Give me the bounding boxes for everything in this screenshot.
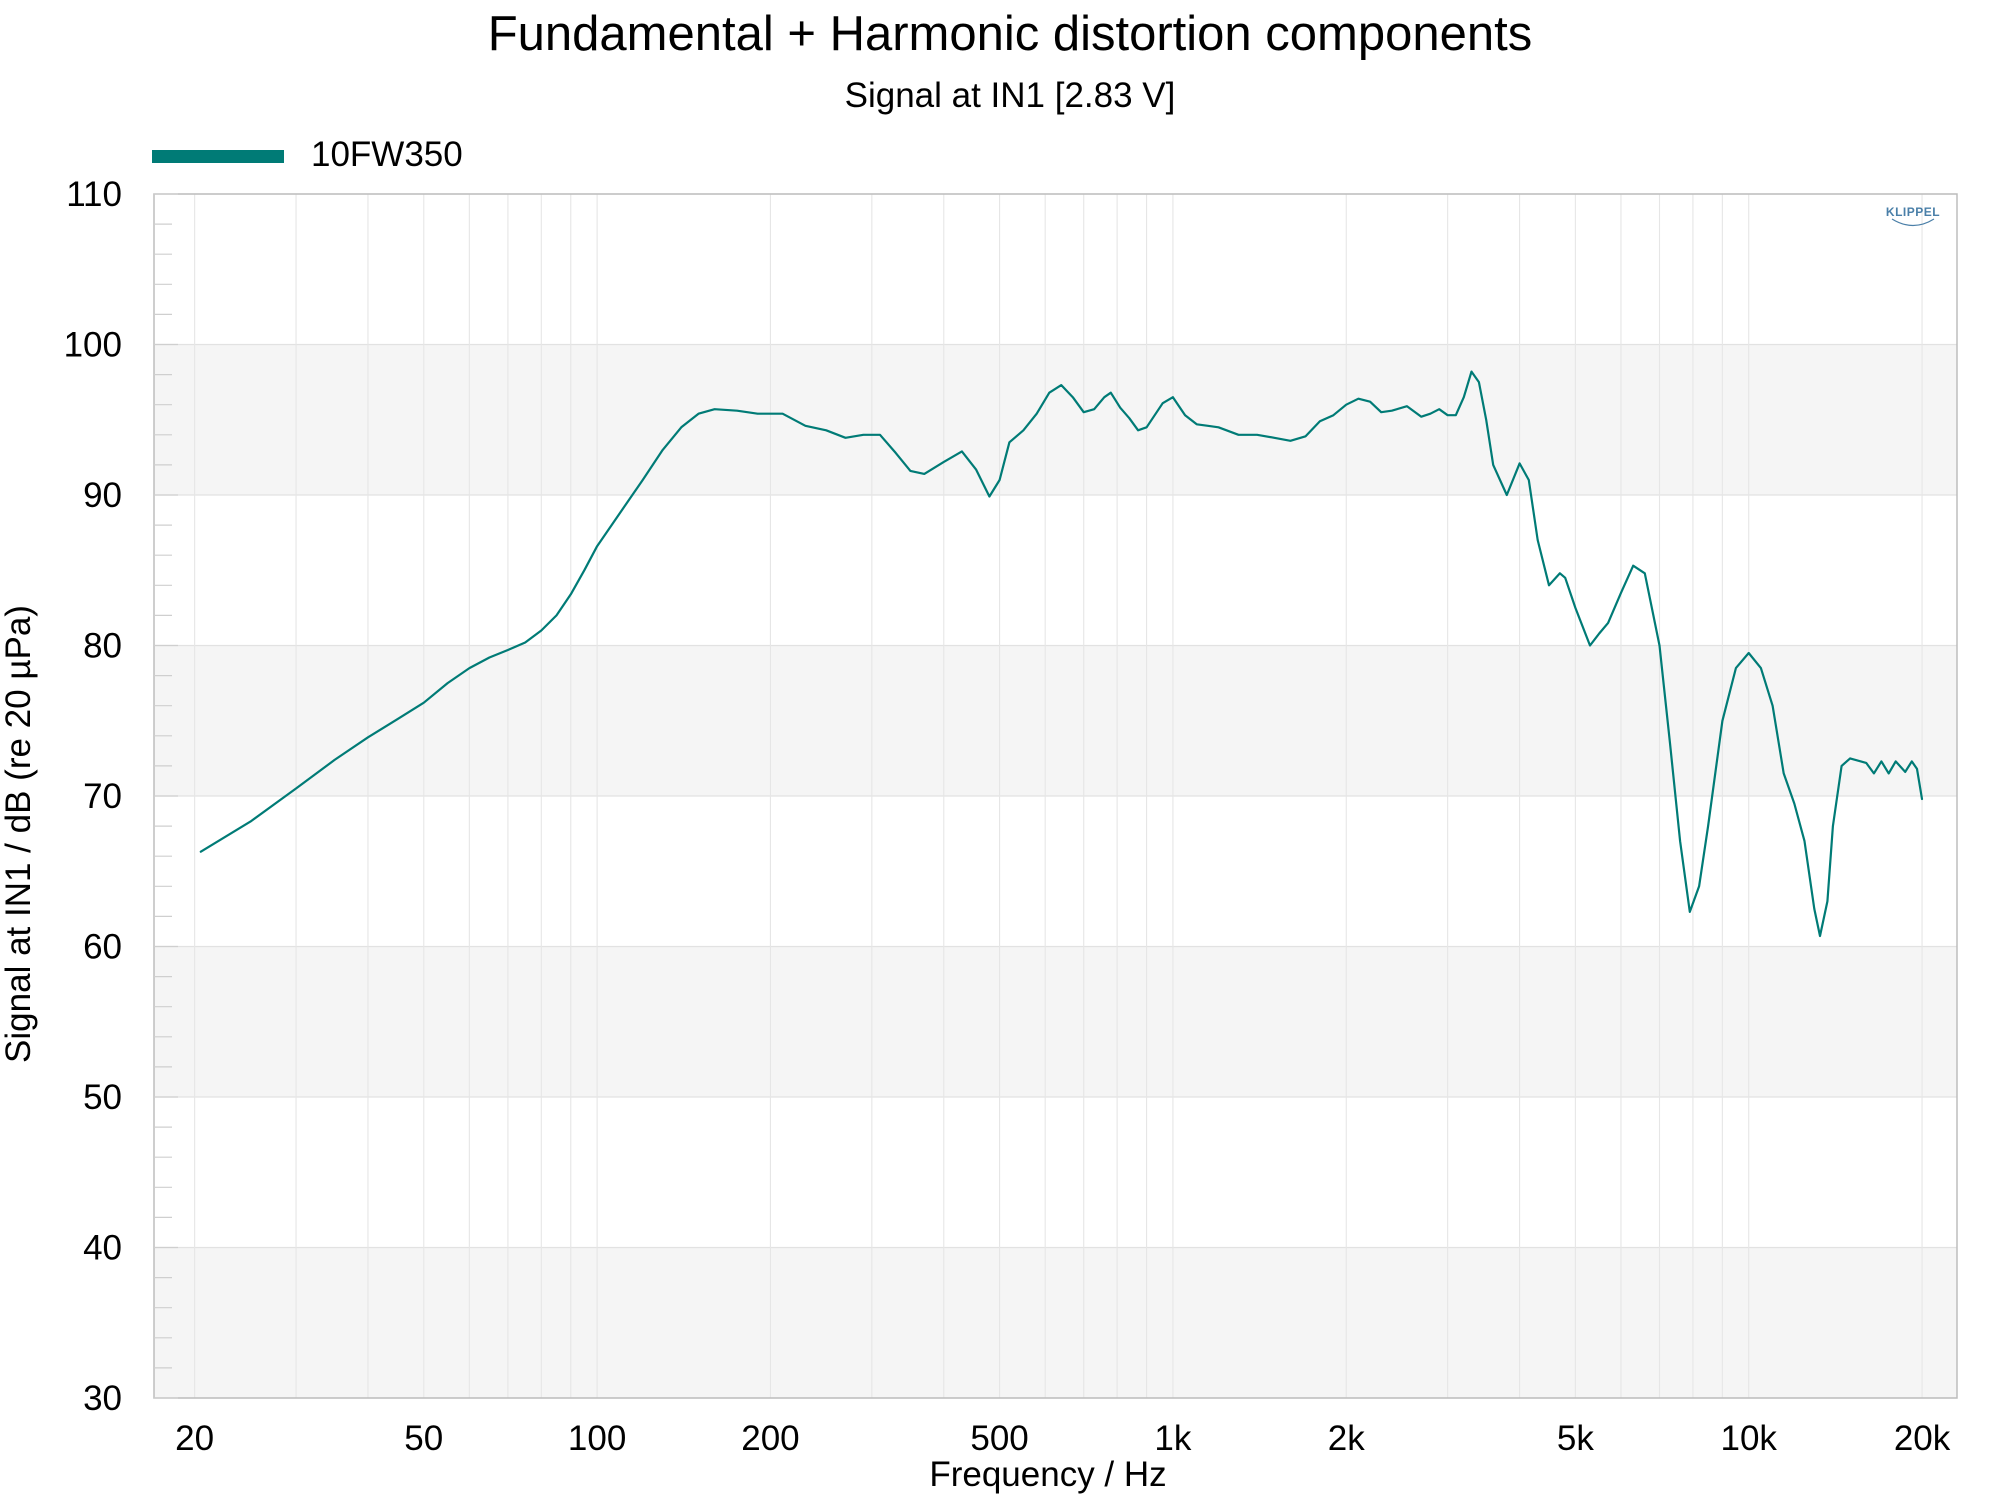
logo-text: KLIPPEL [1886, 205, 1940, 219]
y-tick-label: 70 [83, 777, 122, 816]
minor-ticks [154, 193, 178, 1399]
y-tick-label: 40 [83, 1229, 122, 1268]
legend: 10FW350 [152, 135, 463, 174]
x-tick-label: 20k [1894, 1419, 1951, 1458]
y-tick-label: 30 [83, 1379, 122, 1418]
background-band [154, 946, 1957, 1097]
x-tick-label: 20 [175, 1419, 214, 1458]
y-axis-label: Signal at IN1 / dB (re 20 µPa) [0, 605, 38, 1063]
background-bands [154, 344, 1957, 1398]
y-tick-label: 100 [64, 326, 122, 365]
background-band [154, 645, 1957, 796]
grid-lines [154, 193, 1957, 1399]
background-band [154, 344, 1957, 495]
series-line [199, 370, 1924, 938]
x-tick-label: 5k [1557, 1419, 1594, 1458]
y-tick-label: 80 [83, 627, 122, 666]
logo-arc [1891, 218, 1935, 227]
x-axis-label: Frequency / Hz [929, 1455, 1166, 1494]
y-tick-label: 50 [83, 1078, 122, 1117]
x-tick-label: 10k [1720, 1419, 1777, 1458]
x-tick-labels: 20 50 100 200 500 1k 2k 5k 10k 20k [175, 1419, 1951, 1458]
x-tick-label: 50 [404, 1419, 443, 1458]
y-tick-label: 110 [66, 175, 122, 214]
x-tick-label: 200 [741, 1419, 799, 1458]
series-layer [199, 370, 1924, 938]
x-tick-label: 1k [1154, 1419, 1191, 1458]
background-band [154, 1247, 1957, 1398]
chart-subtitle: Signal at IN1 [2.83 V] [845, 76, 1176, 115]
chart-title: Fundamental + Harmonic distortion compon… [488, 7, 1533, 61]
x-tick-label: 2k [1328, 1419, 1365, 1458]
klippel-logo: KLIPPEL [1886, 205, 1940, 227]
x-tick-label: 100 [568, 1419, 626, 1458]
x-tick-label: 500 [970, 1419, 1028, 1458]
y-tick-label: 60 [83, 928, 122, 967]
y-tick-labels: 30 40 50 60 70 80 90 100 110 [64, 175, 122, 1418]
y-tick-label: 90 [83, 476, 122, 515]
legend-label: 10FW350 [311, 135, 463, 174]
legend-swatch [152, 150, 284, 163]
